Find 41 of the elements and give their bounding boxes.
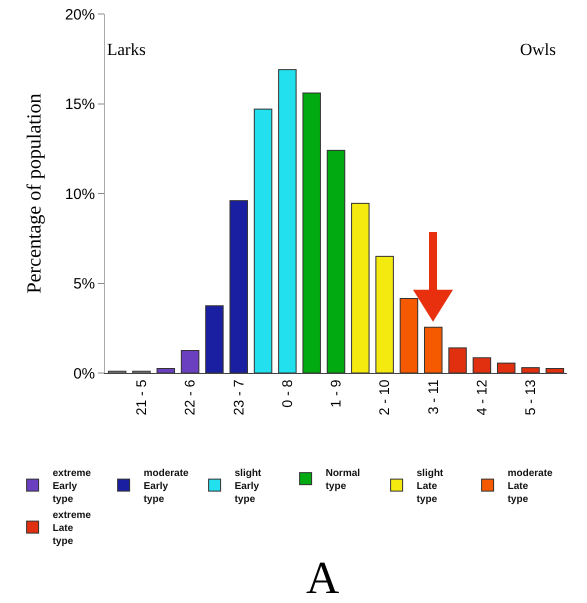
bar: [400, 298, 418, 373]
bar: [229, 200, 248, 373]
y-tick-label: 0%: [73, 365, 95, 382]
legend-label: extreme Late type: [52, 510, 92, 548]
y-tick-label: 5%: [73, 276, 95, 292]
bar: [472, 357, 492, 373]
x-tick-label: 5 - 13: [522, 379, 538, 416]
x-tick-label: 22 - 6: [182, 379, 198, 416]
bar: [375, 256, 394, 373]
bar: [278, 69, 297, 373]
x-tick-label: 4 - 12: [473, 379, 490, 416]
bar: [351, 202, 370, 373]
bar: [156, 368, 176, 373]
x-tick-label: 2 - 10: [376, 379, 392, 416]
legend-label: moderate Early type: [144, 468, 190, 506]
annotation: Larks: [107, 40, 146, 59]
legend-label: moderate Late type: [508, 468, 554, 506]
text: A: [306, 552, 340, 603]
x-tick-label: 1 - 9: [328, 379, 344, 408]
bar: [496, 362, 516, 373]
bar: [302, 92, 321, 373]
bar: [180, 350, 200, 373]
x-tick-label: 0 - 8: [278, 379, 295, 408]
legend-label: Normal type: [326, 468, 360, 492]
bar: [326, 150, 346, 373]
y-tick-label: 20%: [64, 6, 95, 24]
annotation: Owls: [520, 40, 556, 59]
x-tick-label: 21 - 5: [133, 379, 150, 416]
bar: [521, 367, 540, 373]
y-tick-label: 10%: [64, 186, 95, 203]
bar: [205, 305, 224, 373]
y-axis-title: Percentage of population: [23, 94, 46, 294]
bar: [448, 347, 467, 373]
x-tick-label: 3 - 11: [424, 379, 441, 414]
bar: [254, 108, 272, 373]
bar: [546, 368, 564, 373]
x-tick-label: 23 - 7: [230, 379, 246, 416]
legend-label: slight Late type: [416, 468, 444, 506]
legend-label: slight Early type: [234, 468, 262, 506]
y-tick-label: 15%: [64, 96, 95, 113]
bar: [424, 326, 443, 373]
